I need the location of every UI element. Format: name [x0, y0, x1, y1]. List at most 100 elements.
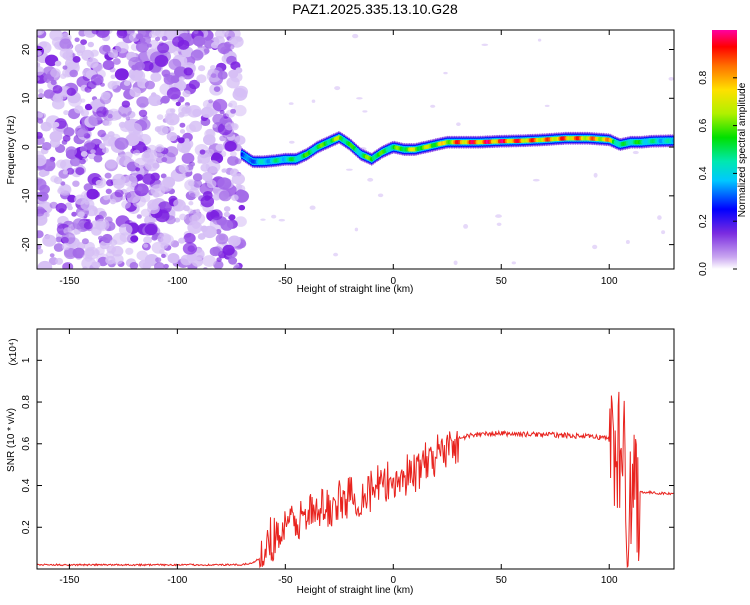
noise-speckle — [49, 131, 63, 142]
noise-speckle — [37, 30, 42, 36]
noise-speckle — [222, 168, 228, 173]
noise-speckle — [129, 262, 139, 269]
noise-speckle — [154, 54, 169, 67]
noise-speckle — [200, 195, 215, 208]
noise-speckle — [150, 72, 162, 82]
noise-speckle — [91, 226, 102, 236]
noise-speckle — [224, 141, 237, 152]
y-tick-label: -10 — [21, 188, 32, 203]
noise-speckle — [61, 232, 76, 245]
noise-speckle — [204, 128, 216, 139]
noise-speckle — [200, 106, 214, 118]
noise-speckle — [180, 145, 190, 154]
noise-speckle — [100, 91, 111, 101]
noise-speckle — [230, 150, 237, 157]
noise-speckle — [226, 55, 237, 66]
noise-speckle — [76, 50, 84, 56]
noise-speckle — [90, 149, 96, 155]
noise-speckle — [354, 227, 359, 232]
noise-speckle — [72, 218, 86, 230]
noise-speckle — [67, 194, 77, 203]
noise-speckle — [183, 67, 193, 76]
noise-speckle — [147, 144, 157, 154]
noise-speckle — [228, 69, 239, 79]
noise-speckle — [115, 41, 129, 54]
noise-speckle — [37, 76, 40, 82]
noise-speckle — [69, 157, 81, 167]
noise-speckle — [178, 164, 189, 174]
noise-speckle — [212, 246, 223, 256]
noise-speckle — [231, 173, 245, 185]
noise-speckle — [625, 240, 630, 244]
noise-speckle — [160, 234, 174, 247]
x-tick-label: -150 — [59, 276, 79, 287]
noise-speckle — [178, 76, 185, 82]
noise-speckle — [91, 30, 99, 35]
noise-speckle — [174, 66, 187, 78]
noise-speckle — [42, 234, 57, 247]
x-tick-label: 100 — [601, 276, 618, 287]
noise-speckle — [43, 212, 50, 218]
noise-speckle — [179, 129, 186, 134]
noise-speckle — [38, 169, 48, 178]
noise-speckle — [41, 142, 52, 151]
colorbar-ticks: 0.0 0.2 0.4 0.6 0.8 — [698, 70, 737, 276]
x-tick-label: 0 — [391, 276, 397, 287]
y-tick-label: 0.8 — [21, 395, 32, 409]
spectrogram-frame — [36, 29, 675, 270]
noise-speckle — [203, 48, 210, 54]
noise-speckle — [165, 113, 180, 126]
noise-speckle — [114, 68, 129, 81]
x-tick-label: -100 — [167, 575, 187, 586]
y-tick-label: 20 — [21, 44, 32, 56]
noise-speckle — [130, 235, 139, 243]
noise-speckle — [118, 223, 133, 236]
noise-speckle — [52, 98, 65, 110]
noise-speckle — [227, 43, 235, 50]
noise-speckle — [156, 156, 164, 164]
y-tick-label: 0.2 — [21, 520, 32, 534]
noise-speckle — [116, 154, 130, 166]
noise-speckle — [53, 176, 63, 185]
noise-speckle — [102, 59, 115, 71]
noise-speckle — [147, 203, 160, 215]
noise-speckle — [232, 265, 242, 269]
noise-speckle — [121, 200, 131, 209]
noise-speckle — [66, 167, 75, 175]
noise-speckle — [98, 211, 107, 219]
noise-speckle — [151, 235, 158, 241]
noise-speckle — [146, 43, 152, 48]
noise-speckle — [107, 131, 115, 138]
noise-speckle — [95, 30, 110, 38]
noise-speckle — [481, 43, 489, 46]
noise-speckle — [346, 168, 353, 171]
noise-speckle — [65, 146, 78, 157]
noise-speckle — [148, 94, 162, 107]
snr-x-label: Height of straight line (km) — [297, 585, 414, 596]
noise-speckle — [544, 104, 550, 107]
spectrogram-ridge — [240, 131, 674, 169]
noise-speckle — [231, 194, 239, 201]
noise-speckle — [213, 86, 221, 92]
noise-speckle — [62, 135, 71, 142]
spectrogram-x-label: Height of straight line (km) — [297, 284, 414, 295]
noise-speckle — [234, 85, 249, 98]
noise-speckle — [129, 87, 141, 98]
noise-speckle — [208, 99, 214, 104]
noise-speckle — [178, 112, 185, 118]
noise-speckle — [59, 92, 67, 100]
snr-frame — [36, 328, 675, 570]
noise-speckle — [136, 33, 143, 40]
noise-speckle — [166, 131, 178, 142]
noise-speckle — [178, 237, 186, 244]
colorbar-gradient — [712, 30, 737, 269]
noise-speckle — [125, 133, 140, 147]
noise-speckle — [49, 253, 55, 258]
noise-speckle — [224, 122, 235, 131]
noise-speckle — [211, 41, 220, 49]
snr-line — [37, 391, 674, 569]
noise-speckle — [236, 189, 245, 197]
noise-speckle — [193, 35, 206, 47]
noise-speckle — [80, 109, 90, 117]
